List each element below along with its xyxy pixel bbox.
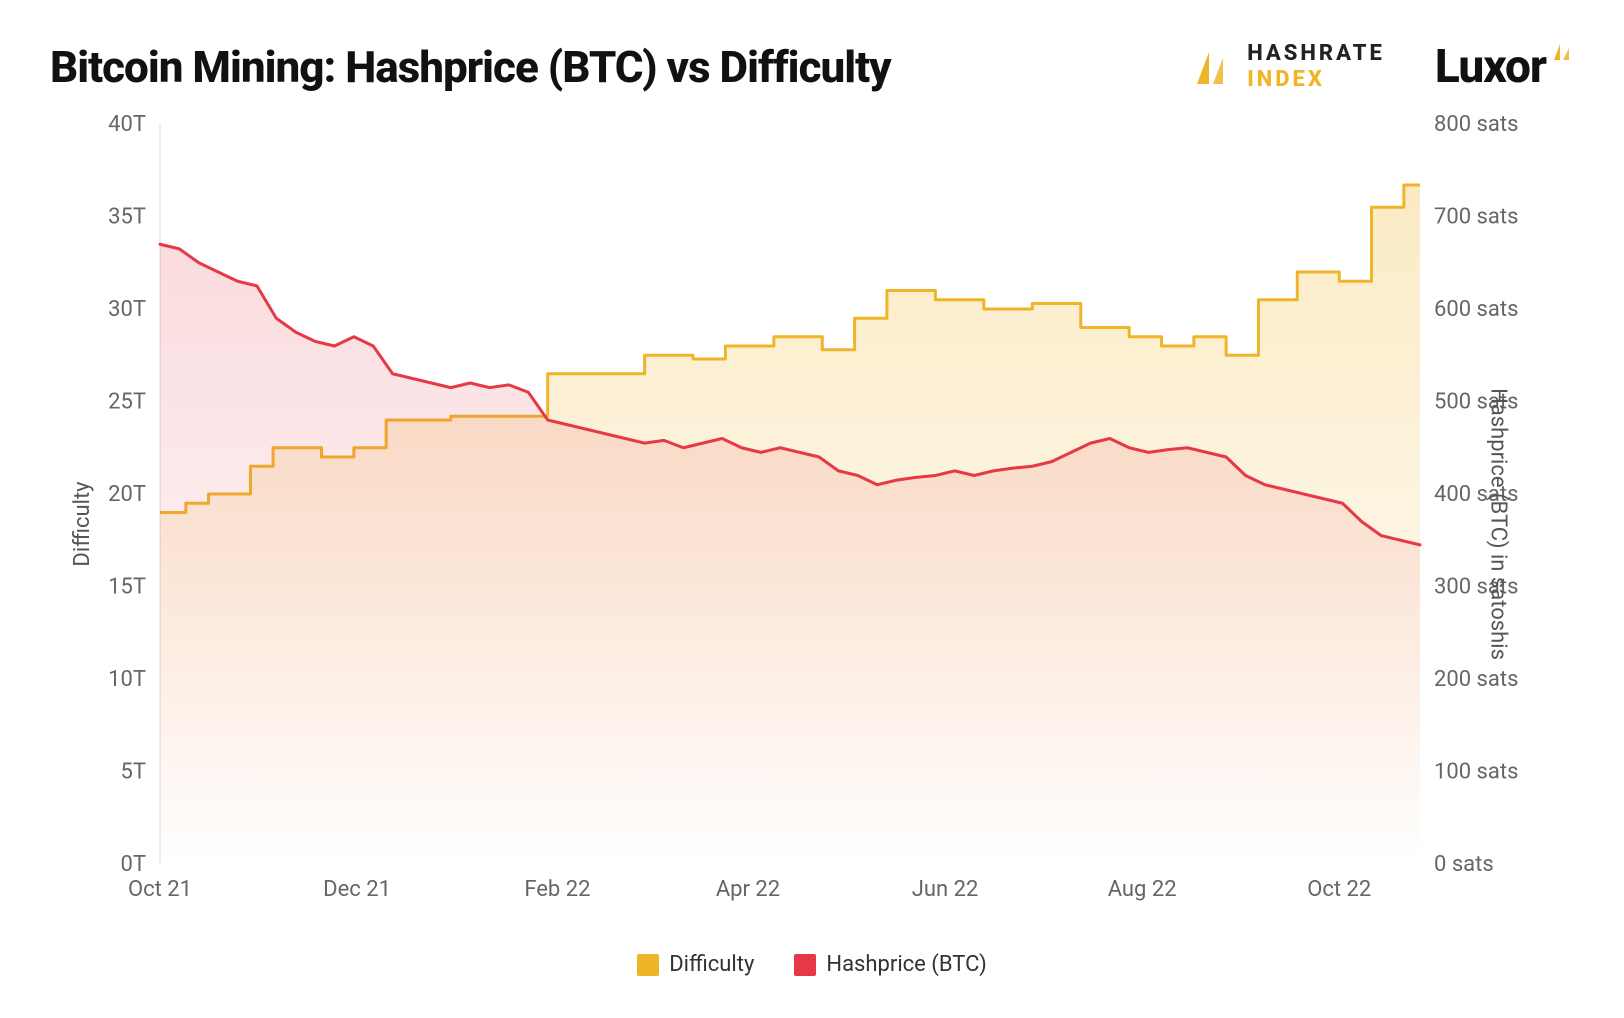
chart-container: Difficulty Hashprice (BTC) in satoshis 0… bbox=[50, 114, 1574, 934]
svg-text:35T: 35T bbox=[108, 205, 146, 230]
legend-swatch-hashprice bbox=[794, 954, 816, 976]
svg-text:Dec 21: Dec 21 bbox=[323, 877, 391, 902]
svg-text:800 sats: 800 sats bbox=[1434, 114, 1518, 137]
svg-text:20T: 20T bbox=[108, 482, 146, 507]
y-right-axis-label: Hashprice (BTC) in satoshis bbox=[1486, 388, 1511, 660]
brand-hi-line2: INDEX bbox=[1247, 69, 1385, 91]
page-title: Bitcoin Mining: Hashprice (BTC) vs Diffi… bbox=[50, 41, 891, 93]
y-left-axis-label: Difficulty bbox=[70, 481, 95, 566]
svg-text:40T: 40T bbox=[108, 114, 146, 137]
svg-text:Jun 22: Jun 22 bbox=[912, 877, 979, 902]
svg-text:Oct 21: Oct 21 bbox=[128, 877, 192, 902]
hashrate-index-logo-icon bbox=[1187, 44, 1233, 90]
legend-swatch-difficulty bbox=[637, 954, 659, 976]
luxor-mark-icon bbox=[1552, 40, 1574, 66]
svg-text:25T: 25T bbox=[108, 390, 146, 415]
legend-item-difficulty: Difficulty bbox=[637, 952, 754, 977]
svg-text:100 sats: 100 sats bbox=[1434, 760, 1518, 785]
svg-text:Feb 22: Feb 22 bbox=[524, 877, 590, 902]
header: Bitcoin Mining: Hashprice (BTC) vs Diffi… bbox=[50, 40, 1574, 94]
brand-hashrate-index: HASHRATE INDEX bbox=[1187, 43, 1385, 91]
svg-text:600 sats: 600 sats bbox=[1434, 297, 1518, 322]
svg-text:Apr 22: Apr 22 bbox=[716, 877, 780, 902]
svg-text:0 sats: 0 sats bbox=[1434, 852, 1494, 877]
svg-text:10T: 10T bbox=[108, 667, 146, 692]
brand-block: HASHRATE INDEX Luxor bbox=[1187, 40, 1574, 94]
svg-text:200 sats: 200 sats bbox=[1434, 667, 1518, 692]
svg-text:700 sats: 700 sats bbox=[1434, 205, 1518, 230]
chart-page: Bitcoin Mining: Hashprice (BTC) vs Diffi… bbox=[0, 0, 1624, 1018]
svg-text:Oct 22: Oct 22 bbox=[1307, 877, 1371, 902]
legend-label-hashprice: Hashprice (BTC) bbox=[826, 952, 986, 977]
brand-luxor-word: Luxor bbox=[1435, 40, 1546, 94]
svg-text:15T: 15T bbox=[108, 575, 146, 600]
legend-item-hashprice: Hashprice (BTC) bbox=[794, 952, 986, 977]
brand-luxor: Luxor bbox=[1435, 40, 1574, 94]
legend-label-difficulty: Difficulty bbox=[669, 952, 754, 977]
legend: Difficulty Hashprice (BTC) bbox=[50, 952, 1574, 977]
svg-text:30T: 30T bbox=[108, 297, 146, 322]
svg-text:Aug 22: Aug 22 bbox=[1108, 877, 1177, 902]
svg-text:5T: 5T bbox=[121, 760, 147, 785]
brand-hi-line1: HASHRATE bbox=[1247, 43, 1385, 65]
chart-svg: 0T 5T 10T 15T 20T 25T 30T 35T 40T 0 sats 100 sats 2… bbox=[50, 114, 1574, 934]
svg-text:0T: 0T bbox=[121, 852, 147, 877]
